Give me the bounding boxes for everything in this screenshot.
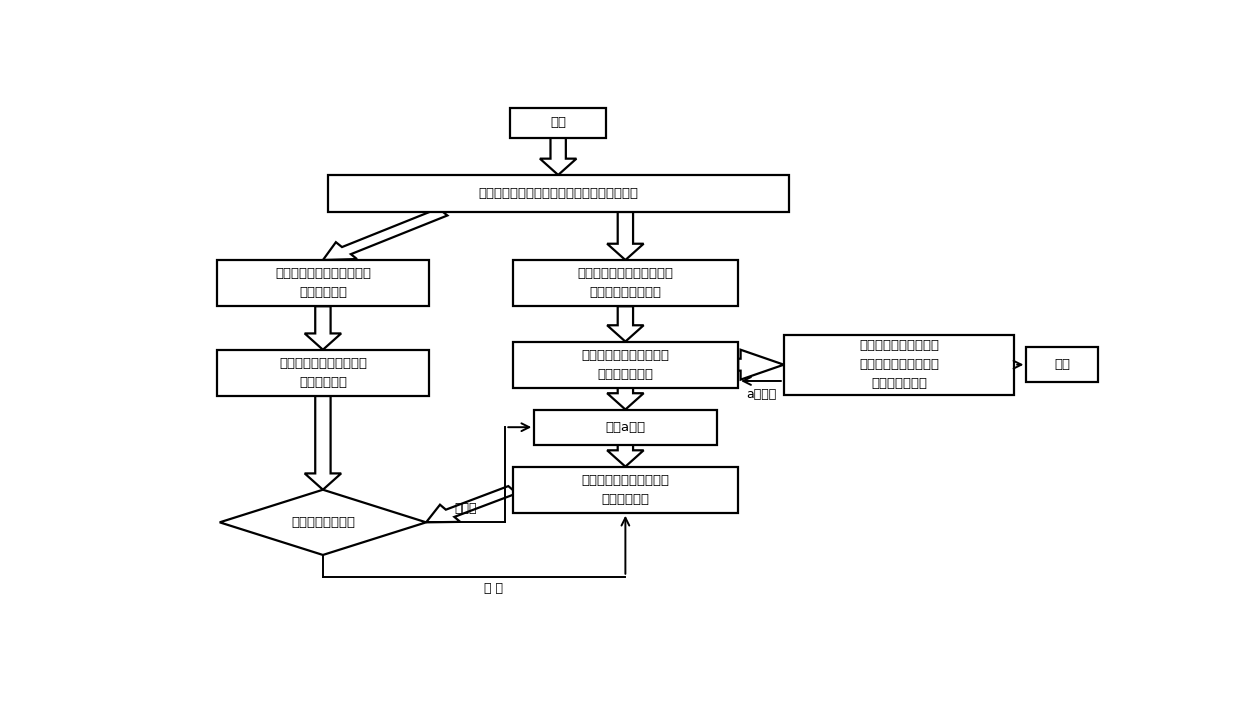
Polygon shape — [540, 138, 576, 175]
Bar — [1026, 347, 1098, 383]
Bar — [513, 342, 738, 388]
Polygon shape — [219, 490, 426, 555]
Polygon shape — [305, 306, 341, 349]
Text: 判断两者是否相等: 判断两者是否相等 — [291, 516, 354, 529]
Text: 采用时程分析法求结构的
顶层响应幅値: 采用时程分析法求结构的 顶层响应幅値 — [581, 474, 669, 505]
Text: 不相等: 不相等 — [455, 502, 477, 515]
Text: 选择实测爆破地震波速度信号作为待模拟信号: 选择实测爆破地震波速度信号作为待模拟信号 — [478, 187, 638, 200]
Polygon shape — [323, 208, 447, 260]
Bar — [217, 349, 429, 396]
Text: 开始: 开始 — [550, 116, 566, 129]
Polygon shape — [305, 396, 341, 490]
Bar — [510, 108, 606, 138]
Bar — [327, 175, 788, 212]
Text: 构造爆破地震波模拟信号
模型的一般形式: 构造爆破地震波模拟信号 模型的一般形式 — [581, 349, 669, 381]
Bar — [513, 467, 738, 513]
Polygon shape — [426, 486, 517, 522]
Polygon shape — [607, 306, 643, 342]
Polygon shape — [607, 445, 643, 467]
Polygon shape — [738, 349, 784, 380]
Text: 参数a赋値: 参数a赋値 — [606, 421, 646, 433]
Text: a値代入: a値代入 — [746, 388, 776, 401]
Bar — [513, 260, 738, 306]
Text: 结束: 结束 — [1054, 358, 1070, 371]
Polygon shape — [607, 212, 643, 260]
Text: 相 等: 相 等 — [484, 582, 503, 595]
Bar — [217, 260, 429, 306]
Text: 采用时程分析法求结构的
顶层响应幅値: 采用时程分析法求结构的 顶层响应幅値 — [279, 357, 367, 389]
Text: 将实测爆破地震波速度信号
进行多分辨小波分析: 将实测爆破地震波速度信号 进行多分辨小波分析 — [577, 267, 673, 299]
Text: 将爆破地震波速度信号转换
为加速度信号: 将爆破地震波速度信号转换 为加速度信号 — [275, 267, 370, 299]
Polygon shape — [607, 388, 643, 409]
Text: 确定出基于建筑物地震
响应等效的爆破地震波
的具体构造模型: 确定出基于建筑物地震 响应等效的爆破地震波 的具体构造模型 — [859, 339, 939, 390]
Bar — [534, 409, 716, 445]
Bar — [784, 335, 1015, 395]
